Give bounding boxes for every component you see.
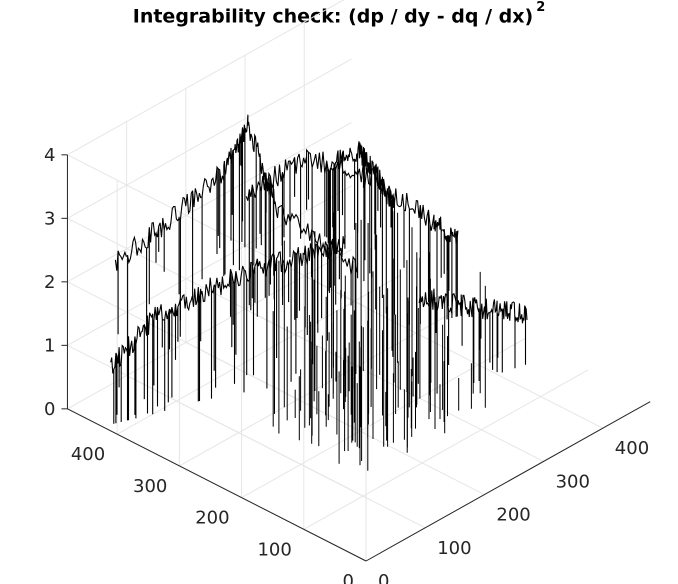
- grid-line: [67, 185, 352, 346]
- surface-ridge: [326, 141, 395, 310]
- surface-spikes: [272, 203, 486, 471]
- y-tick-label: 200: [195, 508, 229, 529]
- y-tick-label: 300: [133, 476, 167, 497]
- x-tick-label: 200: [496, 505, 530, 526]
- z-tick-label: 4: [44, 145, 55, 166]
- y-tick-label: 400: [71, 444, 105, 465]
- x-tick-label: 300: [556, 471, 590, 492]
- grid-line: [67, 122, 352, 283]
- grid-line: [67, 58, 352, 219]
- y-axis-line: [67, 408, 367, 562]
- chart-title-superscript: 2: [536, 0, 546, 15]
- chart-title: Integrability check: (dp / dy - dq / dx)…: [0, 0, 678, 28]
- grid-line: [67, 281, 367, 435]
- grid-line: [303, 369, 589, 530]
- grid-line: [67, 217, 367, 371]
- x-tick-label: 400: [615, 438, 649, 459]
- surface-ridge: [245, 148, 459, 325]
- y-tick-label: 100: [257, 539, 291, 560]
- z-tick-label: 3: [44, 208, 55, 229]
- z-tick-label: 0: [44, 399, 55, 420]
- grid-line: [116, 274, 402, 435]
- z-tick-label: 1: [44, 335, 55, 356]
- grid-line: [67, 0, 345, 156]
- z-tick-label: 2: [44, 272, 55, 293]
- surface-ridge: [114, 114, 358, 369]
- x-axis-line: [365, 401, 651, 562]
- x-tick-label: 0: [378, 571, 389, 584]
- surface-ridge: [110, 235, 346, 424]
- y-tick-label: 0: [343, 571, 354, 584]
- chart-title-text: Integrability check: (dp / dy - dq / dx): [132, 5, 534, 28]
- grid-line: [179, 306, 464, 467]
- x-tick-label: 100: [437, 538, 471, 559]
